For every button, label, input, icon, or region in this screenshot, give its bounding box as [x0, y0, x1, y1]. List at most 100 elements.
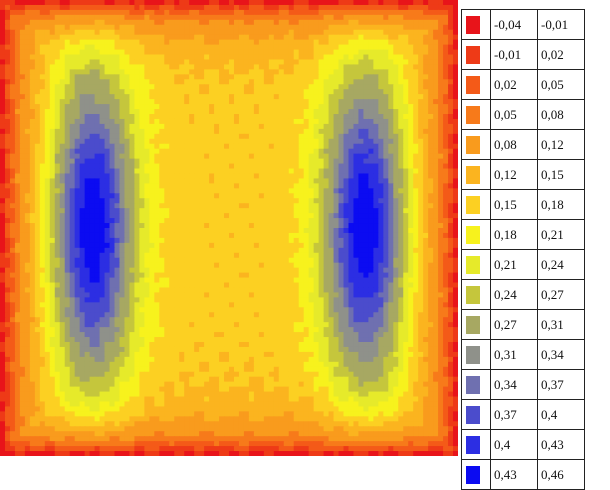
contour-cell — [318, 163, 325, 170]
contour-cell — [0, 178, 6, 184]
contour-cell — [144, 133, 150, 140]
contour-cell — [99, 163, 106, 170]
contour-cell — [368, 188, 374, 194]
contour-cell — [333, 232, 340, 239]
contour-cell — [109, 114, 116, 120]
contour-cell — [253, 183, 260, 189]
contour-cell — [338, 247, 345, 254]
contour-cell — [189, 188, 195, 194]
contour-cell — [54, 252, 61, 259]
contour-cell — [109, 267, 116, 274]
contour-cell — [9, 252, 16, 259]
contour-cell — [89, 34, 96, 41]
contour-cell — [443, 133, 449, 140]
contour-cell — [268, 99, 275, 105]
contour-cell — [19, 94, 26, 100]
contour-cell — [358, 203, 365, 209]
contour-cell — [0, 44, 6, 51]
contour-cell — [368, 0, 374, 6]
contour-cell — [243, 9, 250, 16]
contour-cell — [393, 143, 399, 150]
contour-cell — [94, 54, 101, 61]
contour-cell — [104, 247, 111, 254]
contour-cell — [49, 153, 56, 160]
contour-cell — [74, 178, 81, 184]
contour-cell — [333, 114, 340, 120]
contour-cell — [323, 232, 330, 239]
contour-cell — [159, 173, 165, 180]
contour-cell — [418, 123, 424, 130]
contour-cell — [44, 143, 51, 150]
contour-cell — [209, 188, 215, 194]
contour-cell — [34, 262, 41, 269]
contour-cell — [288, 188, 295, 194]
contour-cell — [298, 128, 305, 135]
contour-cell — [413, 247, 419, 254]
contour-cell — [134, 54, 140, 61]
contour-cell — [383, 99, 389, 105]
contour-cell — [258, 148, 265, 155]
contour-cell — [129, 59, 136, 66]
contour-cell — [69, 203, 76, 209]
contour-cell — [438, 59, 444, 66]
contour-cell — [34, 208, 41, 214]
contour-cell — [19, 267, 26, 274]
contour-cell — [109, 19, 116, 26]
contour-cell — [323, 79, 330, 85]
contour-cell — [418, 158, 424, 165]
contour-cell — [169, 9, 175, 16]
contour-cell — [119, 39, 126, 46]
contour-cell — [14, 114, 21, 120]
contour-cell — [189, 69, 195, 75]
contour-cell — [268, 118, 275, 125]
contour-cell — [263, 0, 270, 6]
contour-cell — [209, 54, 215, 61]
contour-cell — [348, 9, 355, 16]
contour-cell — [438, 188, 444, 194]
contour-cell — [34, 49, 41, 56]
contour-cell — [29, 29, 36, 36]
contour-cell — [343, 198, 350, 204]
contour-cell — [408, 9, 414, 16]
contour-cell — [149, 29, 155, 36]
contour-cell — [298, 163, 305, 170]
contour-cell — [268, 104, 275, 110]
contour-cell — [418, 49, 424, 56]
contour-cell — [343, 64, 350, 70]
contour-cell — [238, 218, 245, 224]
contour-cell — [263, 128, 270, 135]
contour-cell — [4, 104, 11, 110]
contour-cell — [438, 9, 444, 16]
contour-cell — [268, 128, 275, 135]
contour-cell — [104, 133, 111, 140]
contour-cell — [298, 9, 305, 16]
contour-cell — [233, 158, 240, 165]
contour-cell — [433, 198, 439, 204]
contour-cell — [199, 54, 205, 61]
contour-cell — [49, 232, 56, 239]
contour-cell — [169, 203, 175, 209]
contour-cell — [214, 104, 220, 110]
contour-cell — [139, 123, 145, 130]
contour-cell — [19, 228, 26, 234]
contour-cell — [443, 148, 449, 155]
contour-cell — [204, 198, 210, 204]
contour-cell — [214, 24, 220, 31]
contour-cell — [89, 208, 96, 214]
contour-cell — [268, 109, 275, 115]
contour-cell — [348, 123, 355, 130]
contour-cell — [298, 213, 305, 219]
contour-cell — [114, 79, 121, 85]
contour-cell — [189, 168, 195, 175]
contour-cell — [373, 208, 379, 214]
contour-cell — [34, 4, 41, 11]
contour-cell — [0, 223, 6, 229]
contour-cell — [139, 208, 145, 214]
contour-cell — [224, 99, 230, 105]
contour-cell — [323, 104, 330, 110]
contour-cell — [453, 252, 458, 259]
contour-cell — [159, 114, 165, 120]
contour-cell — [14, 247, 21, 254]
contour-cell — [109, 24, 116, 31]
contour-cell — [214, 79, 220, 85]
